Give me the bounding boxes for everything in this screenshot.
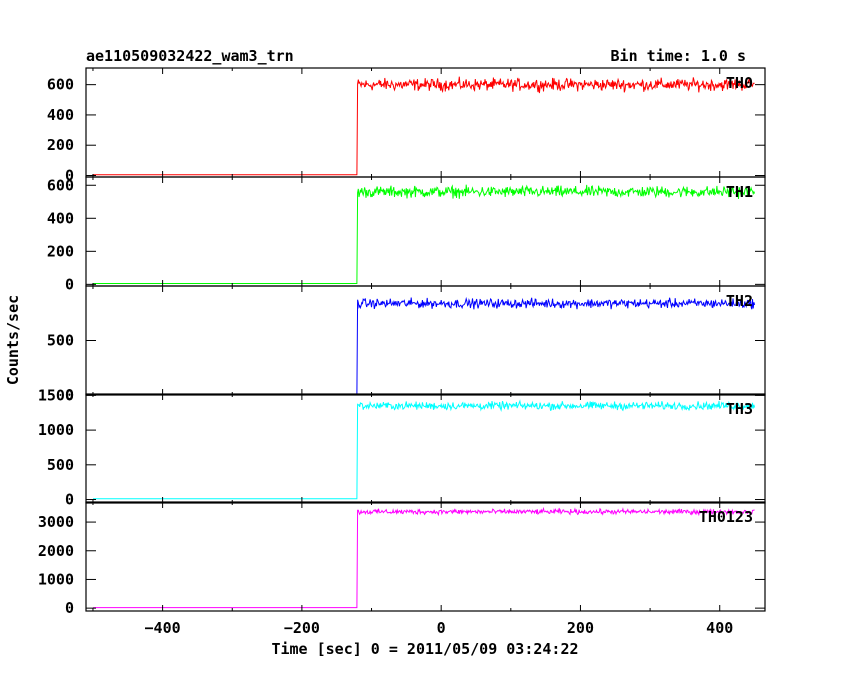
y-tick-label: 0 xyxy=(65,386,74,404)
y-tick-label: 0 xyxy=(65,275,74,293)
y-tick-label: 200 xyxy=(47,136,74,154)
panel-th2: 0 500 TH2 xyxy=(47,285,766,404)
y-axis-label: Counts/sec xyxy=(4,295,22,385)
series-label-th3: TH3 xyxy=(726,400,753,418)
y-tick-label: 1500 xyxy=(38,386,74,404)
series-label-th1: TH1 xyxy=(726,183,753,201)
x-axis-label: Time [sec] 0 = 2011/05/09 03:24:22 xyxy=(271,640,578,658)
y-tick-label: 0 xyxy=(65,599,74,617)
y-tick-label: 500 xyxy=(47,332,74,350)
panel-th0: 0 200 400 600 TH0 xyxy=(47,67,766,184)
x-tick-label: 200 xyxy=(567,619,594,637)
x-tick-label: 0 xyxy=(437,619,446,637)
y-tick-label: 1000 xyxy=(38,570,74,588)
panel-frame-th0123 xyxy=(85,501,766,612)
series-line-th2 xyxy=(93,296,756,395)
panel-frame-th3 xyxy=(85,393,766,504)
x-tick-label: 400 xyxy=(706,619,733,637)
series-line-th3 xyxy=(93,399,756,500)
y-tick-label: 0 xyxy=(65,166,74,184)
y-tick-label: 2000 xyxy=(38,542,74,560)
y-tick-label: 600 xyxy=(47,176,74,194)
panels-group: 0 200 400 600 TH0 0 200 400 600 TH1 0 500 TH2 0 500 100… xyxy=(38,67,766,637)
chart-title: ae110509032422_wam3_trn xyxy=(86,47,294,65)
series-label-th2: TH2 xyxy=(726,292,753,310)
y-tick-label: 600 xyxy=(47,76,74,94)
series-line-th1 xyxy=(93,184,756,284)
series-line-th0 xyxy=(93,76,755,176)
panel-th0123: 0 1000 2000 3000 TH0123 xyxy=(38,501,766,617)
y-tick-label: 1000 xyxy=(38,421,74,439)
series-label-th0123: TH0123 xyxy=(699,508,753,526)
y-tick-label: 500 xyxy=(47,456,74,474)
x-tick-label: −400 xyxy=(145,619,181,637)
panel-th3: 0 500 1000 1500 TH3 xyxy=(38,386,766,509)
series-label-th0: TH0 xyxy=(726,74,753,92)
series-line-th0123 xyxy=(93,506,755,609)
y-tick-label: 200 xyxy=(47,242,74,260)
panel-th1: 0 200 400 600 TH1 xyxy=(47,176,766,293)
bin-time-label: Bin time: 1.0 s xyxy=(611,47,746,65)
x-tick-label: −200 xyxy=(284,619,320,637)
y-tick-label: 400 xyxy=(47,209,74,227)
y-tick-label: 3000 xyxy=(38,513,74,531)
y-tick-label: 400 xyxy=(47,106,74,124)
y-tick-label: 0 xyxy=(65,491,74,509)
